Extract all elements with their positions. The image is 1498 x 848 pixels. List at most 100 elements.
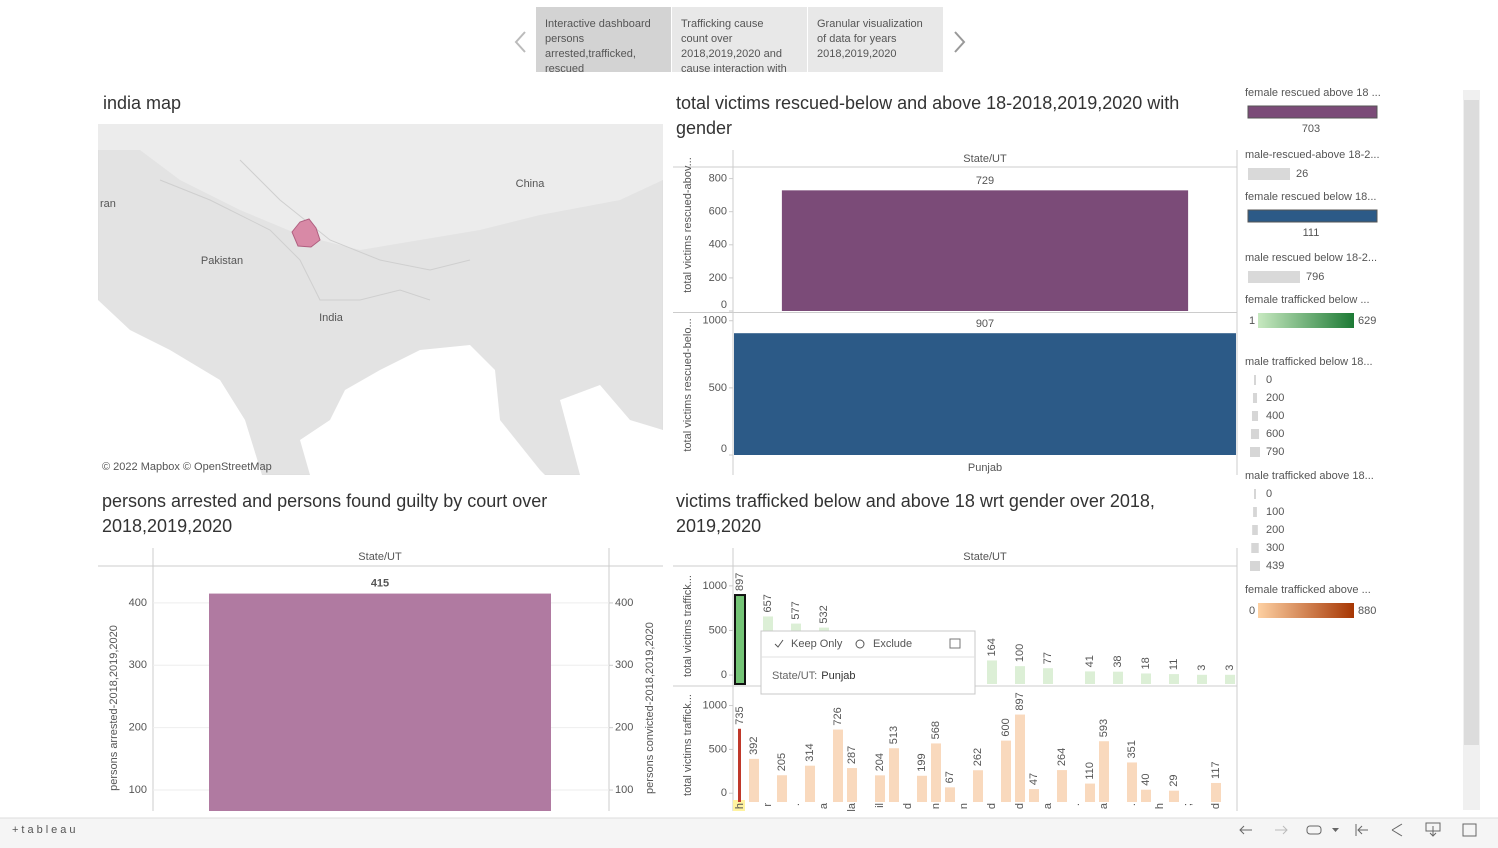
value-label: 41 xyxy=(1084,655,1096,667)
axis-title: persons convicted-2018,2019,2020 xyxy=(644,622,656,794)
y2-tick-label: 200 xyxy=(615,722,633,734)
bar[interactable] xyxy=(777,775,787,802)
map-attribution: © 2022 Mapbox © OpenStreetMap xyxy=(102,461,272,473)
undo-button[interactable] xyxy=(1239,825,1252,835)
legend-size-label: 200 xyxy=(1266,524,1284,536)
x-tick-label: Punjab xyxy=(968,462,1002,474)
bar[interactable] xyxy=(1141,673,1151,684)
bar[interactable] xyxy=(1085,671,1095,684)
tab-label: 2018,2019,2020 and xyxy=(681,48,782,60)
y-tick-label: 400 xyxy=(129,597,147,609)
fullscreen-button[interactable] xyxy=(1462,823,1477,837)
bar[interactable] xyxy=(1043,668,1053,684)
legend-max: 880 xyxy=(1358,605,1376,617)
redo-button[interactable] xyxy=(1275,825,1288,835)
map-border xyxy=(159,179,431,301)
size-mark xyxy=(1253,507,1257,517)
bar[interactable] xyxy=(1169,674,1179,684)
bar[interactable] xyxy=(1001,740,1011,802)
bar[interactable] xyxy=(889,748,899,802)
bar[interactable] xyxy=(875,775,885,802)
value-label: 38 xyxy=(1112,655,1124,667)
view-data-icon[interactable] xyxy=(949,638,961,649)
legend-swatch[interactable] xyxy=(1247,209,1378,223)
legend-min: 0 xyxy=(1249,605,1255,617)
bar[interactable] xyxy=(1015,666,1025,684)
tab-strip: Interactive dashboard persons arrested,tra… xyxy=(536,7,943,79)
map-label: Pakistan xyxy=(201,255,243,267)
legend-title: male trafficked above 18... xyxy=(1245,470,1374,482)
value-label: 3 xyxy=(1224,665,1236,671)
tab[interactable] xyxy=(808,7,943,79)
bar[interactable] xyxy=(847,768,857,802)
map-border xyxy=(239,159,471,271)
y2-tick-label: 100 xyxy=(615,784,633,796)
punjab-region[interactable] xyxy=(291,218,321,248)
tab[interactable] xyxy=(672,7,807,79)
y-tick-label: 200 xyxy=(129,722,147,734)
bar[interactable] xyxy=(1225,674,1235,684)
legend-title: female rescued above 18 ... xyxy=(1245,87,1381,99)
bar[interactable] xyxy=(1127,762,1137,802)
bar[interactable] xyxy=(1085,783,1095,802)
bar[interactable] xyxy=(734,594,746,685)
column-header: State/UT xyxy=(963,551,1007,563)
y-tick-label: 400 xyxy=(709,239,727,251)
bar[interactable] xyxy=(805,765,815,802)
bar[interactable] xyxy=(945,787,955,802)
bar[interactable] xyxy=(1057,770,1067,802)
value-label: 18 xyxy=(1140,657,1152,669)
bar[interactable] xyxy=(1113,671,1123,684)
revert-menu[interactable] xyxy=(1332,828,1339,832)
map-ocean xyxy=(300,345,545,475)
tooltip-box xyxy=(760,630,976,695)
bar[interactable] xyxy=(1099,741,1109,802)
legend-swatch[interactable] xyxy=(1248,168,1290,180)
scrollbar-thumb[interactable] xyxy=(1464,100,1479,745)
bar[interactable] xyxy=(781,190,1189,311)
bar[interactable] xyxy=(1029,789,1039,802)
bar[interactable] xyxy=(987,660,997,684)
prev-tab-arrow[interactable] xyxy=(514,31,526,53)
tab[interactable] xyxy=(536,7,671,79)
value-label: 110 xyxy=(1084,762,1096,780)
tooltip-action[interactable]: Keep Only xyxy=(791,638,843,650)
legend-swatch[interactable] xyxy=(1248,271,1300,283)
value-label: 897 xyxy=(734,573,746,591)
bar[interactable] xyxy=(738,728,741,802)
tooltip-action[interactable]: Exclude xyxy=(873,638,912,650)
map-ocean xyxy=(98,300,262,475)
revert-button[interactable] xyxy=(1306,825,1322,835)
value-label: 897 xyxy=(1014,692,1026,710)
share-button[interactable] xyxy=(1391,823,1403,837)
bar[interactable] xyxy=(1197,674,1207,684)
legend-size-label: 200 xyxy=(1266,392,1284,404)
bar[interactable] xyxy=(833,729,843,802)
bar[interactable] xyxy=(209,593,551,820)
bar[interactable] xyxy=(1015,714,1025,802)
download-button[interactable] xyxy=(1425,822,1441,837)
bar[interactable] xyxy=(734,333,1236,455)
tab-label: persons xyxy=(545,33,585,45)
map-label: ran xyxy=(100,198,116,210)
bar[interactable] xyxy=(1169,790,1179,802)
next-tab-arrow[interactable] xyxy=(954,31,966,53)
bar[interactable] xyxy=(973,770,983,802)
value-label: 204 xyxy=(874,753,886,771)
bar[interactable] xyxy=(1141,789,1151,802)
value-label: 47 xyxy=(1028,773,1040,785)
value-label: 29 xyxy=(1168,774,1180,786)
tooltip-text: State/UT: Punjab xyxy=(772,670,856,682)
bar[interactable] xyxy=(1211,782,1221,802)
value-label: 735 xyxy=(734,706,746,724)
legend-swatch[interactable] xyxy=(1247,105,1378,119)
bar[interactable] xyxy=(931,743,941,802)
value-label: 600 xyxy=(1000,718,1012,736)
legend-value: 703 xyxy=(1302,123,1320,135)
pause-button[interactable] xyxy=(1355,824,1368,836)
tab-label: of data for years xyxy=(817,33,897,45)
bar[interactable] xyxy=(917,775,927,802)
tab-label: 2018,2019,2020 xyxy=(817,48,897,60)
bar[interactable] xyxy=(749,758,759,802)
axis-title: total victims traffick... xyxy=(682,694,694,796)
